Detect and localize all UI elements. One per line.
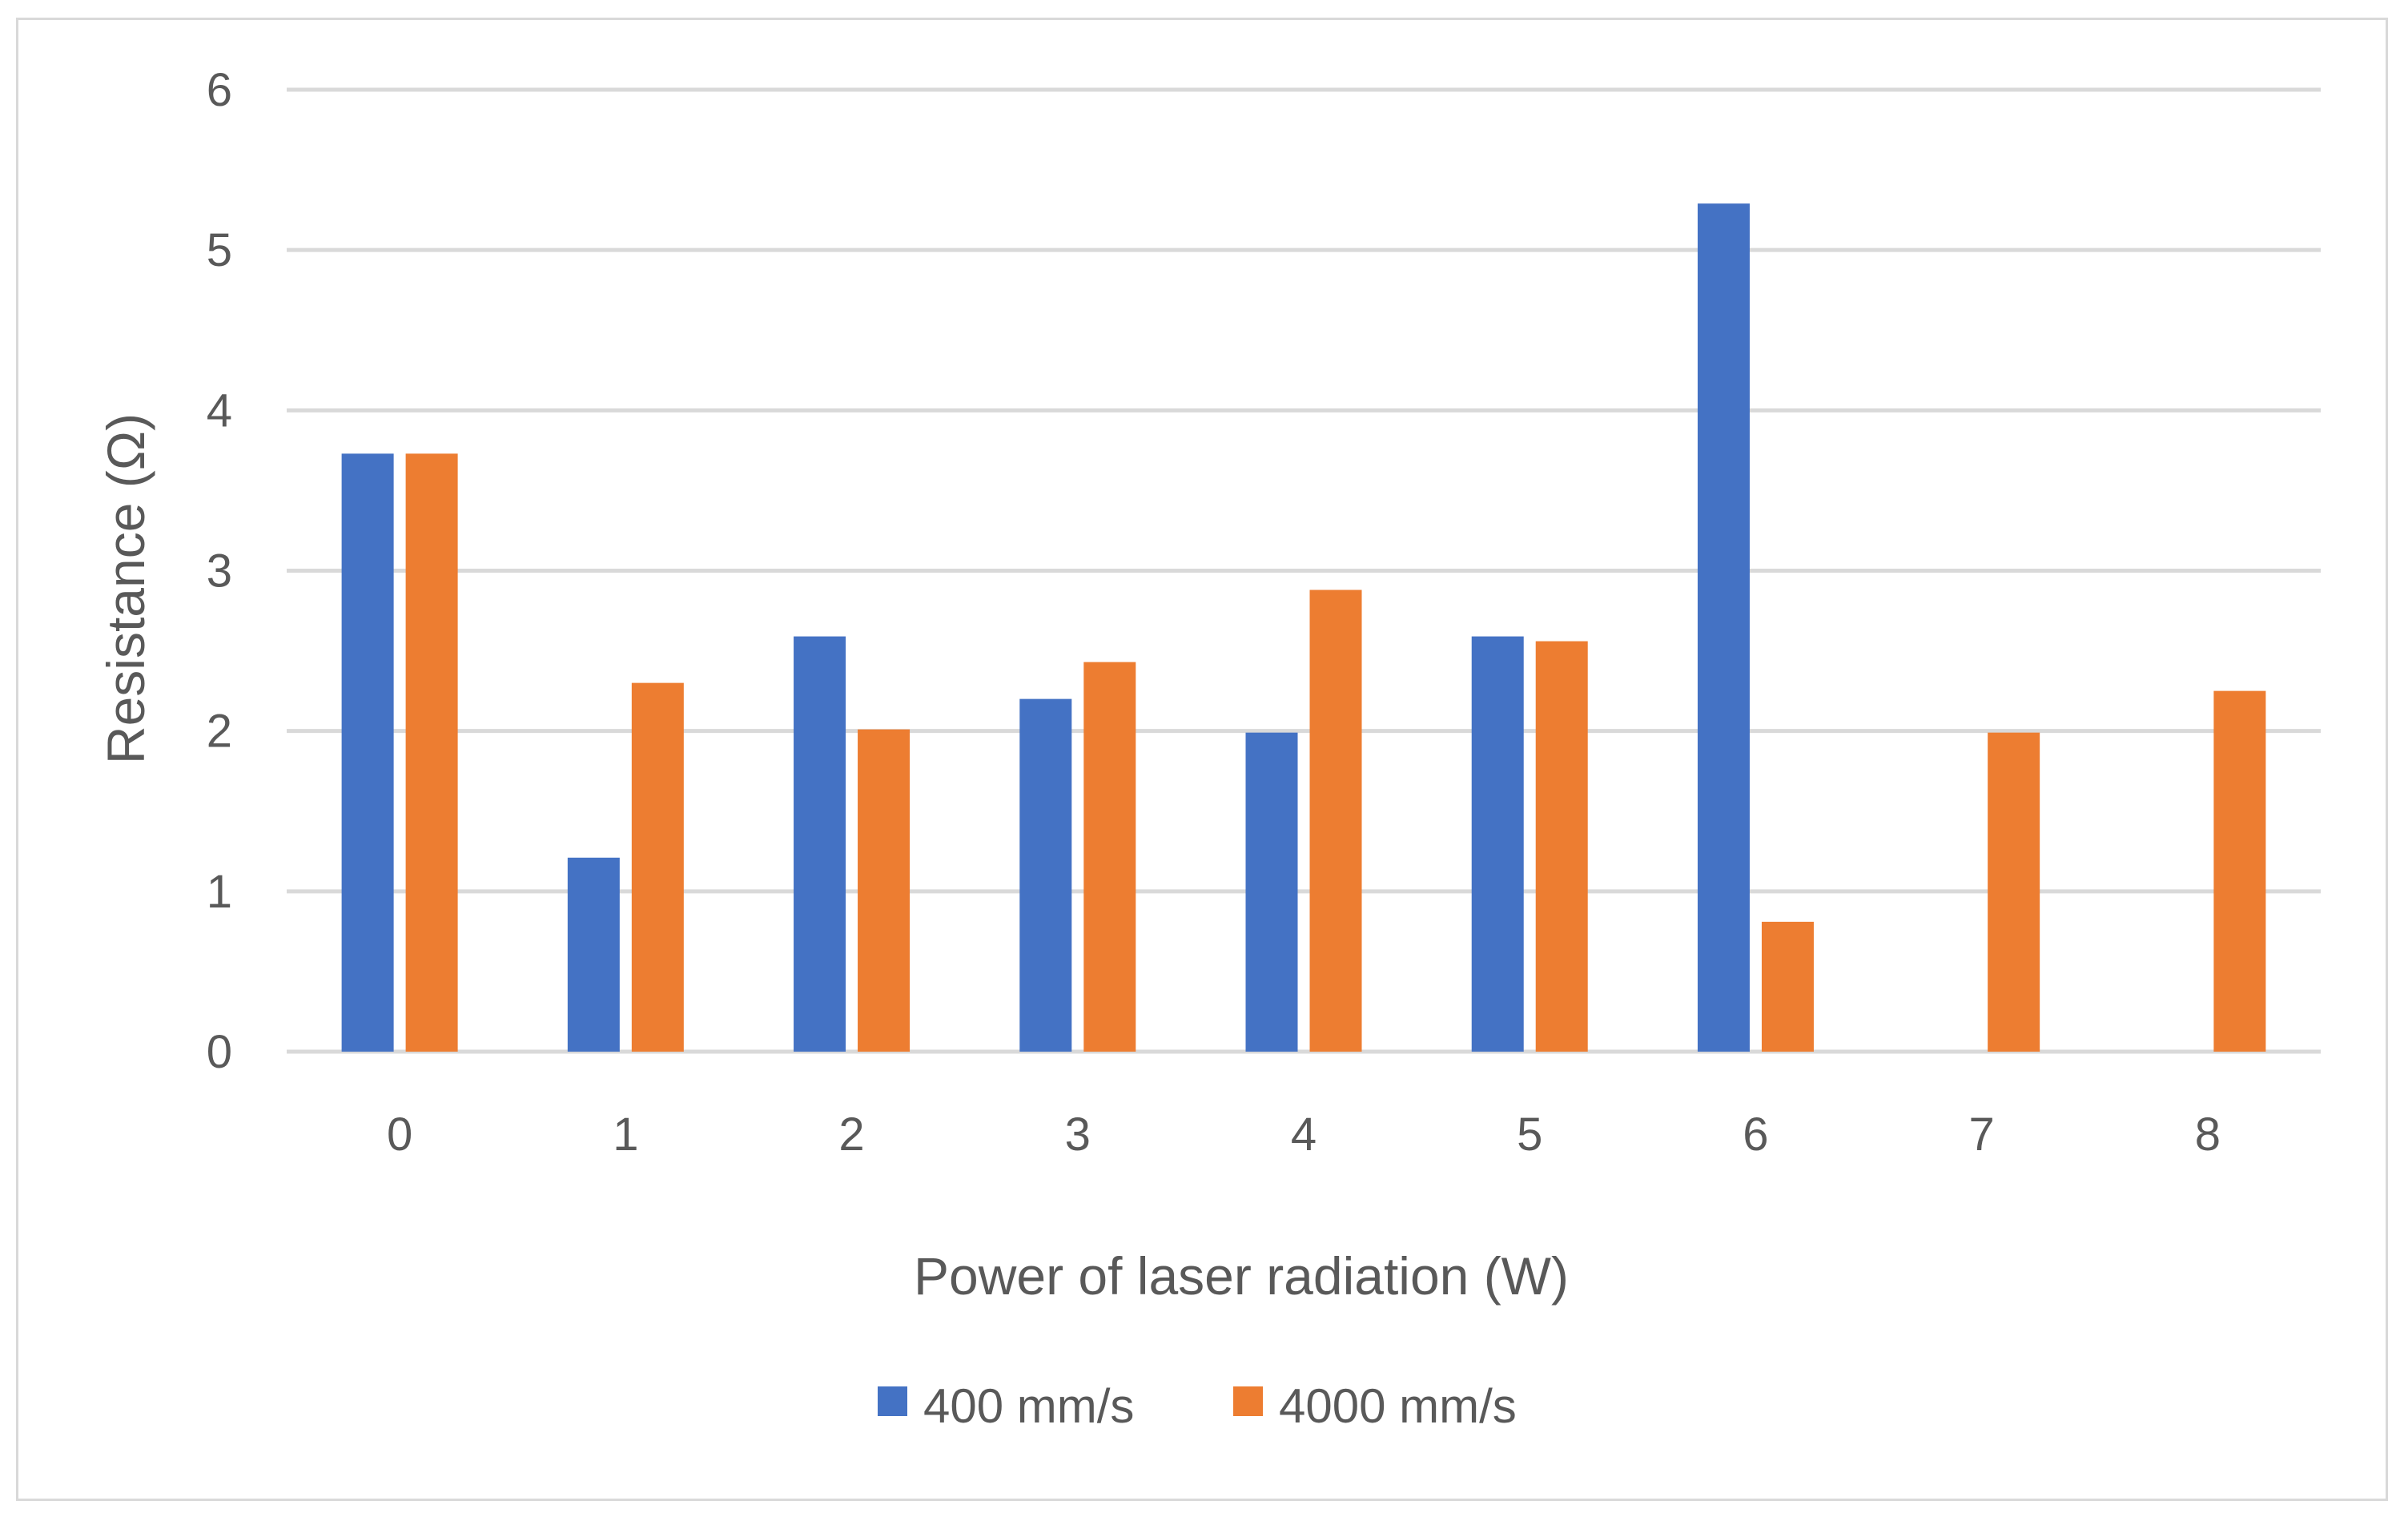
x-tick-label: 2 bbox=[838, 1109, 864, 1161]
bars bbox=[341, 203, 2266, 1052]
y-tick-label: 4 bbox=[207, 384, 232, 437]
y-tick-label: 1 bbox=[207, 866, 232, 918]
legend-swatch-4000 bbox=[1233, 1386, 1263, 1416]
bar-4000-0 bbox=[405, 453, 458, 1052]
legend: 400 mm/s 4000 mm/s bbox=[878, 1379, 1517, 1433]
legend-label-400: 400 mm/s bbox=[923, 1379, 1134, 1433]
bar-400-6 bbox=[1697, 203, 1750, 1052]
legend-label-4000: 4000 mm/s bbox=[1279, 1379, 1517, 1433]
y-tick-label: 3 bbox=[207, 545, 232, 598]
x-axis-ticks: 0 1 2 3 4 5 6 7 8 bbox=[387, 1109, 2221, 1161]
y-axis-title: Resistance (Ω) bbox=[96, 413, 155, 764]
bar-4000-8 bbox=[2213, 690, 2266, 1052]
y-axis-ticks: 0 1 2 3 4 5 6 bbox=[207, 64, 232, 1078]
bar-400-0 bbox=[341, 453, 394, 1052]
x-axis-title: Power of laser radiation (W) bbox=[914, 1246, 1569, 1306]
x-tick-label: 3 bbox=[1065, 1109, 1091, 1161]
bar-4000-4 bbox=[1309, 589, 1362, 1052]
y-tick-label: 2 bbox=[207, 706, 232, 758]
x-tick-label: 5 bbox=[1517, 1109, 1542, 1161]
legend-swatch-400 bbox=[878, 1386, 907, 1416]
y-tick-label: 5 bbox=[207, 224, 232, 276]
bar-4000-3 bbox=[1083, 662, 1136, 1052]
y-tick-label: 6 bbox=[207, 64, 232, 116]
bar-4000-1 bbox=[631, 682, 684, 1052]
x-tick-label: 0 bbox=[387, 1109, 412, 1161]
bar-400-5 bbox=[1471, 636, 1524, 1052]
x-tick-label: 7 bbox=[1969, 1109, 1995, 1161]
bar-4000-2 bbox=[858, 729, 911, 1052]
x-tick-label: 8 bbox=[2195, 1109, 2221, 1161]
y-tick-label: 0 bbox=[207, 1026, 232, 1078]
bar-400-2 bbox=[794, 636, 846, 1052]
bar-400-4 bbox=[1245, 732, 1298, 1052]
x-tick-label: 1 bbox=[613, 1109, 638, 1161]
bar-4000-5 bbox=[1535, 641, 1588, 1052]
x-tick-label: 6 bbox=[1743, 1109, 1768, 1161]
x-tick-label: 4 bbox=[1291, 1109, 1317, 1161]
bar-400-3 bbox=[1019, 698, 1072, 1052]
bar-4000-7 bbox=[1988, 732, 2040, 1052]
bar-4000-6 bbox=[1761, 921, 1814, 1052]
gridlines bbox=[287, 87, 2321, 1054]
bar-400-1 bbox=[567, 857, 620, 1052]
